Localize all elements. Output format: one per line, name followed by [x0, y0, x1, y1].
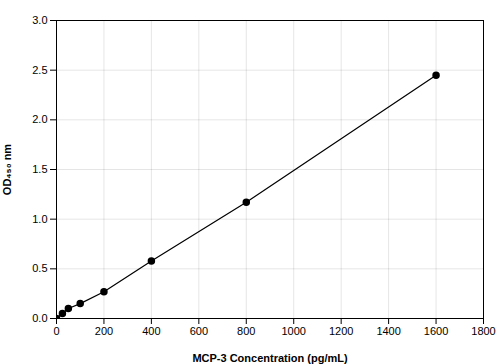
svg-text:0: 0 — [53, 325, 59, 337]
svg-text:1.0: 1.0 — [32, 213, 47, 225]
svg-text:MCP-3 Concentration (pg/mL): MCP-3 Concentration (pg/mL) — [192, 352, 348, 364]
svg-text:1600: 1600 — [424, 325, 448, 337]
svg-text:1400: 1400 — [376, 325, 400, 337]
svg-text:1200: 1200 — [329, 325, 353, 337]
svg-text:3.0: 3.0 — [32, 14, 47, 26]
svg-text:OD₄₅₀ nm: OD₄₅₀ nm — [1, 144, 13, 196]
svg-text:0.5: 0.5 — [32, 262, 47, 274]
svg-text:200: 200 — [95, 325, 113, 337]
svg-text:400: 400 — [142, 325, 160, 337]
svg-text:1000: 1000 — [281, 325, 305, 337]
svg-text:1.5: 1.5 — [32, 163, 47, 175]
svg-text:600: 600 — [190, 325, 208, 337]
svg-text:0.0: 0.0 — [32, 312, 47, 324]
svg-text:800: 800 — [237, 325, 255, 337]
svg-text:1800: 1800 — [471, 325, 495, 337]
svg-text:2.0: 2.0 — [32, 113, 47, 125]
svg-text:2.5: 2.5 — [32, 64, 47, 76]
